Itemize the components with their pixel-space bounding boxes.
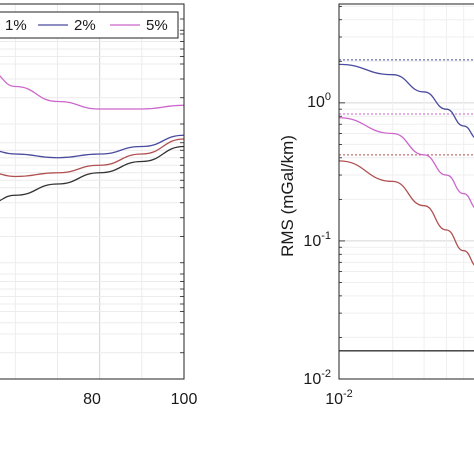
left-series-line-3 — [0, 145, 185, 202]
left-grid — [0, 4, 184, 379]
left-legend: 1% 2% 5% — [0, 11, 179, 39]
legend-label-5pct: 5% — [146, 17, 168, 34]
left-series-line-2 — [0, 138, 185, 178]
right-plot: RMS (mGal/km) 100 10-1 10-2 10-2 — [278, 3, 474, 408]
left-x-tick-100: 100 — [171, 391, 198, 408]
right-y-axis-title: RMS (mGal/km) — [278, 135, 297, 257]
left-x-tick-80: 80 — [83, 391, 101, 408]
legend-label-2pct: 2% — [74, 17, 96, 34]
legend-label-1pct: 1% — [5, 17, 27, 34]
right-y-tick-10e-1: 10-1 — [303, 230, 331, 250]
right-series-line-1 — [338, 117, 474, 208]
left-legend-box — [0, 11, 179, 39]
right-x-tick-10e-2: 10-2 — [325, 388, 353, 408]
left-series-line-0 — [0, 75, 185, 110]
right-y-tick-10e0: 100 — [307, 91, 331, 111]
right-y-tick-10e-2: 10-2 — [303, 368, 331, 388]
right-series-line-0 — [338, 63, 474, 138]
left-plot-frame — [0, 3, 185, 380]
right-plot-frame — [338, 3, 474, 380]
left-series-lines — [0, 75, 185, 202]
right-series-lines — [338, 59, 474, 352]
left-series-line-1 — [0, 134, 185, 159]
left-plot: 1% 2% 5% 80 100 — [0, 3, 198, 408]
right-series-line-2 — [338, 160, 474, 266]
